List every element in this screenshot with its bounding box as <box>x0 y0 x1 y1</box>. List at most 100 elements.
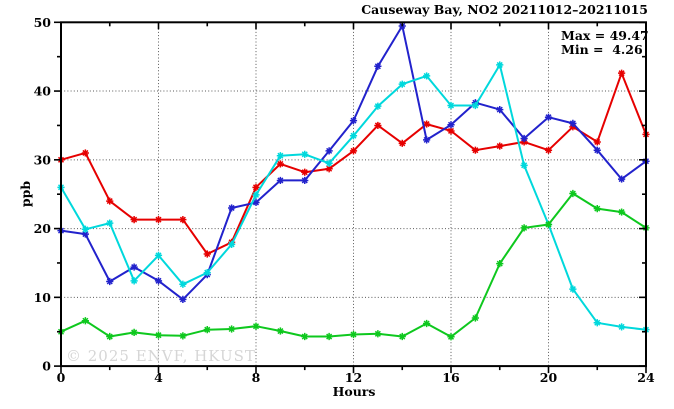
data-series <box>57 22 650 341</box>
green-series-marker <box>130 328 138 337</box>
x-tick-label: 4 <box>154 370 163 385</box>
green-series-marker <box>106 332 114 341</box>
green-series-marker <box>252 322 260 330</box>
red-series-marker <box>276 160 284 168</box>
red-series-marker <box>423 120 431 128</box>
cyan-series <box>57 61 650 334</box>
green-series-marker <box>349 330 358 339</box>
tick-labels: 0 10 20 30 40 50 0 4 8 12 16 20 24 <box>34 15 655 385</box>
blue-series-marker <box>325 147 333 155</box>
x-tick-label: 12 <box>345 370 362 385</box>
blue-series-marker <box>520 134 528 143</box>
cyan-series-marker <box>593 319 601 327</box>
green-series-marker <box>423 319 431 328</box>
green-series-marker <box>569 189 577 198</box>
y-tick-label: 40 <box>34 84 52 99</box>
green-series-marker <box>398 332 406 341</box>
green-series-marker <box>496 260 504 268</box>
green-series-marker <box>276 327 284 335</box>
gridlines <box>61 22 646 367</box>
green-series-marker <box>301 332 309 341</box>
red-series-marker <box>374 121 382 130</box>
blue-series-marker <box>228 204 236 212</box>
green-series-marker <box>179 332 187 340</box>
green-series-marker <box>325 332 333 341</box>
red-series-marker <box>252 183 260 191</box>
cyan-series-marker <box>447 101 455 110</box>
red-series-marker <box>593 138 601 146</box>
axes-frame <box>54 21 647 374</box>
cyan-series-marker <box>569 285 577 293</box>
chart-title: Causeway Bay, NO2 20211012–20211015 <box>361 2 648 17</box>
watermark: © 2025 ENVF, HKUST <box>66 347 256 365</box>
red-series-marker <box>106 197 114 205</box>
red-series-marker <box>179 216 187 224</box>
green-series-marker <box>544 220 553 229</box>
red-series-marker <box>154 216 163 224</box>
blue-series-marker <box>447 121 455 129</box>
green-series-marker <box>618 208 626 216</box>
cyan-series-marker <box>618 323 626 331</box>
x-tick-label: 0 <box>57 370 66 385</box>
cyan-series-marker <box>252 191 260 199</box>
blue-series-marker <box>252 198 260 207</box>
max-annotation: Max = 49.47 <box>561 28 649 43</box>
cyan-series-marker <box>228 240 236 248</box>
cyan-series-marker <box>81 225 89 233</box>
min-annotation: Min = 4.26 <box>561 42 643 57</box>
blue-series-line <box>60 24 647 301</box>
cyan-series-marker <box>471 101 479 110</box>
blue-series-marker <box>81 230 89 238</box>
x-axis-label: Hours <box>333 384 376 399</box>
red-series-marker <box>398 139 406 147</box>
green-series-marker <box>593 205 601 213</box>
green-series <box>57 189 650 341</box>
red-series-marker <box>349 147 358 155</box>
blue-series-marker <box>423 136 431 144</box>
blue-series-marker <box>154 277 163 285</box>
cyan-series-marker <box>398 80 406 88</box>
x-tick-label: 20 <box>540 370 558 385</box>
cyan-series-line <box>60 63 647 331</box>
green-series-marker <box>228 325 236 333</box>
green-series-marker <box>520 224 528 232</box>
green-series-marker <box>81 317 89 325</box>
cyan-series-marker <box>374 102 382 110</box>
cyan-series-marker <box>423 72 431 80</box>
cyan-series-marker <box>130 277 138 285</box>
green-series-marker <box>203 326 211 334</box>
cyan-series-marker <box>301 150 309 158</box>
red-series-marker <box>325 165 333 173</box>
x-tick-label: 24 <box>637 370 655 385</box>
blue-series-marker <box>496 106 504 114</box>
y-tick-label: 30 <box>34 152 52 167</box>
x-tick-label: 16 <box>442 370 460 385</box>
cyan-series-marker <box>179 280 187 288</box>
blue-series-marker <box>301 176 309 185</box>
cyan-series-marker <box>154 251 163 259</box>
cyan-series-marker <box>106 219 114 227</box>
blue-series-marker <box>276 176 284 185</box>
blue-series-marker <box>593 146 601 154</box>
green-series-marker <box>471 314 479 322</box>
red-series-marker <box>618 69 626 77</box>
y-tick-label: 20 <box>34 221 52 236</box>
cyan-series-marker <box>325 159 333 167</box>
blue-series <box>57 22 650 304</box>
red-series-marker <box>496 142 504 150</box>
green-series-marker <box>447 333 455 341</box>
red-series-marker <box>301 168 309 176</box>
blue-series-marker <box>374 62 382 70</box>
blue-series-marker <box>544 113 553 121</box>
red-series-marker <box>203 250 211 258</box>
y-tick-label: 0 <box>42 359 51 374</box>
blue-series-marker <box>179 295 187 304</box>
cyan-series-marker <box>276 152 284 160</box>
cyan-series-marker <box>496 61 504 69</box>
blue-series-marker <box>349 117 358 125</box>
red-series-marker <box>544 146 553 154</box>
red-series-marker <box>447 127 455 135</box>
blue-series-marker <box>618 175 626 183</box>
